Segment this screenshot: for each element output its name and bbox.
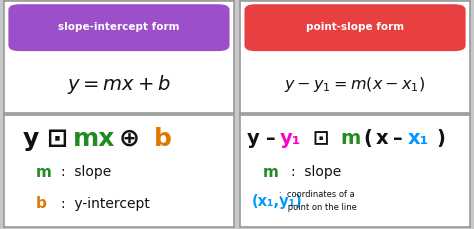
Text: (x₁,y₁): (x₁,y₁) [251, 193, 302, 208]
Text: –: – [393, 129, 402, 148]
Text: ⊕: ⊕ [119, 126, 140, 150]
Text: x₁: x₁ [408, 129, 429, 148]
Text: ⊡: ⊡ [312, 129, 329, 148]
Text: –: – [266, 129, 276, 148]
Text: x: x [376, 129, 388, 148]
Text: y: y [22, 126, 38, 150]
Text: b: b [154, 126, 172, 150]
Text: b: b [36, 195, 47, 210]
Text: ): ) [437, 129, 446, 148]
FancyBboxPatch shape [9, 5, 229, 52]
Text: point-slope form: point-slope form [306, 22, 404, 32]
Text: :  slope: : slope [62, 165, 112, 178]
Text: m: m [340, 129, 360, 148]
Text: m: m [36, 164, 52, 179]
Text: mx: mx [73, 126, 115, 150]
Text: $y = mx + b$: $y = mx + b$ [67, 73, 171, 96]
Text: :  slope: : slope [291, 165, 341, 178]
Text: m: m [263, 164, 279, 179]
Text: (: ( [363, 129, 372, 148]
Text: $y - y_1 = m(x - x_1)$: $y - y_1 = m(x - x_1)$ [284, 75, 426, 94]
Text: :  coordinates of a
              point on the line: : coordinates of a point on the line [251, 189, 357, 212]
Text: y₁: y₁ [280, 129, 301, 148]
Text: y: y [247, 129, 259, 148]
Text: ⊡: ⊡ [46, 126, 67, 150]
Text: :  y-intercept: : y-intercept [62, 196, 150, 210]
Text: slope-intercept form: slope-intercept form [58, 22, 180, 32]
FancyBboxPatch shape [245, 5, 465, 52]
